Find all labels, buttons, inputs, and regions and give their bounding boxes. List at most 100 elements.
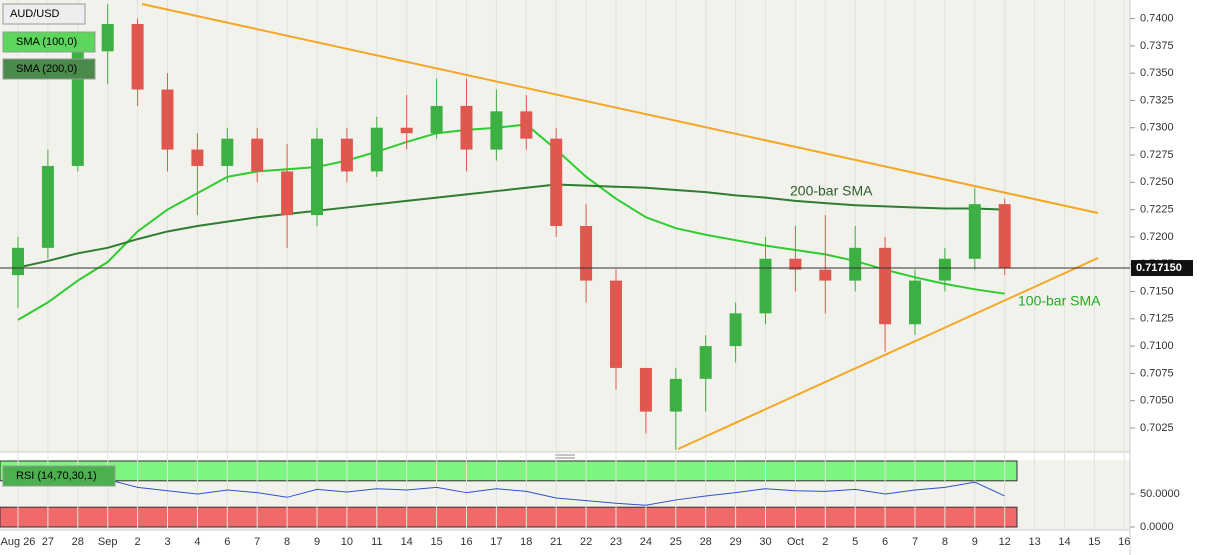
candle-body bbox=[909, 280, 921, 325]
x-tick-label: 7 bbox=[912, 536, 918, 548]
last-price-box bbox=[1131, 260, 1193, 277]
candle-body bbox=[400, 127, 413, 134]
candle-body bbox=[311, 138, 323, 216]
legend: AUD/USD SMA (100,0) SMA (200,0) RSI (14,… bbox=[2, 3, 116, 487]
y-tick-label: 50.0000 bbox=[1140, 488, 1180, 500]
x-tick-label: 28 bbox=[700, 536, 712, 548]
candle-body bbox=[729, 313, 742, 347]
trendlines bbox=[141, 3, 1099, 450]
x-tick-label: 18 bbox=[520, 536, 532, 548]
candle-body bbox=[460, 105, 473, 150]
y-tick-label: 0.7325 bbox=[1140, 94, 1174, 106]
rsi-oversold bbox=[0, 506, 1018, 528]
rsi-line bbox=[17, 476, 1005, 506]
candle-body bbox=[550, 138, 563, 226]
legend-entry: RSI (14,70,30,1) bbox=[16, 470, 97, 482]
legend-entry: SMA (100,0) bbox=[16, 36, 77, 48]
candle-body bbox=[968, 204, 981, 259]
legend-box bbox=[2, 3, 86, 25]
candle-body bbox=[430, 105, 443, 134]
x-tick-label: 2 bbox=[822, 536, 828, 548]
candle-body bbox=[789, 258, 802, 270]
candle-body bbox=[41, 165, 54, 248]
x-tick-label: 6 bbox=[224, 536, 230, 548]
last-price-label: 0.717150 bbox=[1136, 262, 1182, 274]
legend-title: AUD/USD bbox=[10, 8, 60, 20]
x-tick-label: 10 bbox=[341, 536, 353, 548]
candle-body bbox=[819, 269, 832, 281]
legend-box bbox=[2, 31, 96, 53]
candle-body bbox=[191, 149, 204, 166]
candle-body bbox=[580, 226, 593, 281]
candle-body bbox=[759, 258, 772, 314]
x-tick-label: 5 bbox=[852, 536, 858, 548]
annotation: 100-bar SMA bbox=[1018, 293, 1101, 309]
trendline bbox=[141, 3, 1099, 214]
y-tick-label: 0.7125 bbox=[1140, 313, 1174, 325]
candle-body bbox=[131, 24, 144, 90]
rsi-overbought bbox=[0, 460, 1018, 482]
candle-body bbox=[669, 378, 682, 412]
y-tick-label: 0.7375 bbox=[1140, 40, 1174, 52]
candle-body bbox=[340, 138, 353, 172]
x-tick-label: 21 bbox=[550, 536, 562, 548]
y-tick-label: 0.7025 bbox=[1140, 422, 1174, 434]
y-tick-label: 0.7100 bbox=[1140, 340, 1174, 352]
x-tick-label: 14 bbox=[401, 536, 413, 548]
x-tick-label: 7 bbox=[254, 536, 260, 548]
x-tick-label: 9 bbox=[972, 536, 978, 548]
x-tick-label: Oct bbox=[787, 536, 804, 548]
x-tick-label: 27 bbox=[42, 536, 54, 548]
candle-body bbox=[520, 111, 533, 139]
x-tick-label: 4 bbox=[194, 536, 200, 548]
candle-body bbox=[998, 204, 1011, 269]
x-tick-label: 15 bbox=[1088, 536, 1100, 548]
candle-body bbox=[699, 346, 712, 379]
x-tick-label: 24 bbox=[640, 536, 652, 548]
candle-body bbox=[251, 138, 264, 172]
x-tick-label: 16 bbox=[460, 536, 472, 548]
y-tick-label: 0.7350 bbox=[1140, 67, 1174, 79]
candle-body bbox=[610, 280, 622, 368]
candle-body bbox=[101, 24, 114, 52]
y-tick-label: 0.0000 bbox=[1140, 521, 1174, 533]
x-tick-label: 13 bbox=[1028, 536, 1040, 548]
candle-body bbox=[161, 89, 174, 150]
candle-body bbox=[879, 247, 892, 325]
x-tick-label: 17 bbox=[490, 536, 502, 548]
y-tick-label: 0.7200 bbox=[1140, 231, 1174, 243]
x-tick-label: 3 bbox=[164, 536, 170, 548]
x-tick-label: Aug 26 bbox=[1, 536, 36, 548]
candle-body bbox=[71, 51, 84, 166]
sma-line bbox=[17, 123, 1005, 321]
x-tick-label: 29 bbox=[729, 536, 741, 548]
x-tick-label: 23 bbox=[610, 536, 622, 548]
y-tick-label: 0.7225 bbox=[1140, 204, 1174, 216]
candle-body bbox=[12, 247, 24, 276]
y-tick-label: 0.7275 bbox=[1140, 149, 1174, 161]
candle-body bbox=[490, 111, 503, 150]
x-tick-label: 30 bbox=[759, 536, 771, 548]
x-tick-label: 28 bbox=[72, 536, 84, 548]
x-tick-label: 25 bbox=[670, 536, 682, 548]
x-tick-label: 9 bbox=[314, 536, 320, 548]
annotation: 200-bar SMA bbox=[790, 183, 873, 199]
candle-body bbox=[370, 127, 383, 172]
candle-body bbox=[281, 171, 294, 216]
y-tick-label: 0.7400 bbox=[1140, 12, 1174, 24]
x-tick-label: 16 bbox=[1118, 536, 1130, 548]
x-tick-label: 15 bbox=[430, 536, 442, 548]
legend-box bbox=[2, 465, 116, 487]
candle-body bbox=[639, 367, 652, 412]
x-tick-label: 2 bbox=[135, 536, 141, 548]
candle-body bbox=[938, 258, 951, 281]
sma-line bbox=[17, 183, 1005, 269]
x-tick-label: 11 bbox=[371, 536, 382, 548]
plot-bg bbox=[0, 0, 1130, 452]
x-tick-label: Sep bbox=[98, 536, 118, 548]
legend-box bbox=[2, 58, 96, 80]
y-tick-label: 0.7250 bbox=[1140, 176, 1174, 188]
x-tick-label: 8 bbox=[942, 536, 948, 548]
y-tick-label: 0.7075 bbox=[1140, 367, 1174, 379]
